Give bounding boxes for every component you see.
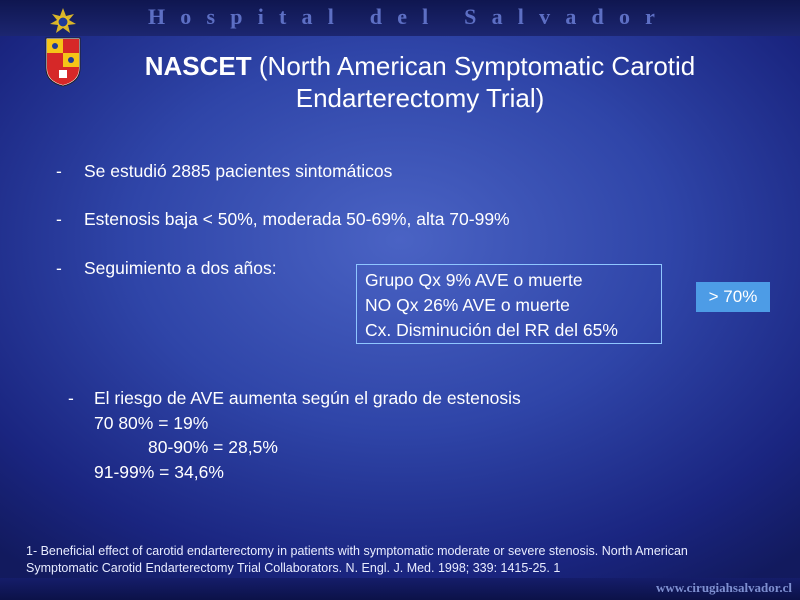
reference-citation: 1- Beneficial effect of carotid endarter… <box>26 544 688 575</box>
bullet-text: Seguimiento a dos años: <box>84 258 277 278</box>
results-line: NO Qx 26% AVE o muerte <box>365 295 570 315</box>
results-line: Cx. Disminución del RR del 65% <box>365 320 618 340</box>
risk-dash: - <box>68 388 74 408</box>
title-acronym: NASCET <box>144 51 252 81</box>
bullet-patients: - Se estudió 2885 pacientes sintomáticos <box>56 161 392 182</box>
bullet-stenosis: - Estenosis baja < 50%, moderada 50-69%, … <box>56 209 510 230</box>
risk-line: 91-99% = 34,6% <box>94 461 224 482</box>
risk-heading: - El riesgo de AVE aumenta según el grado… <box>68 386 521 411</box>
risk-line: 70 80% = 19% <box>94 412 209 433</box>
bullet-dash: - <box>56 258 62 278</box>
risk-heading-text: El riesgo de AVE aumenta según el grado … <box>94 388 521 408</box>
bullet-text: Se estudió 2885 pacientes sintomáticos <box>84 161 393 181</box>
stenosis-threshold-tag: > 70% <box>696 282 770 312</box>
footer-bar <box>0 578 800 600</box>
website-url: www.cirugiahsalvador.cl <box>655 580 792 595</box>
risk-section: - El riesgo de AVE aumenta según el grado… <box>68 386 521 484</box>
bullet-dash: - <box>56 209 62 229</box>
university-coat-of-arms-icon <box>45 8 81 87</box>
bullet-dash: - <box>56 161 62 181</box>
hospital-name: Hospital del Salvador <box>148 4 671 29</box>
results-box: Grupo Qx 9% AVE o muerte NO Qx 26% AVE o… <box>356 264 662 344</box>
slide-title: NASCET (North American Symptomatic Carot… <box>120 50 720 114</box>
title-expansion: (North American Symptomatic Carotid Enda… <box>251 51 696 113</box>
risk-line: 80-90% = 28,5% <box>148 437 278 457</box>
bullet-followup: - Seguimiento a dos años: <box>56 258 277 279</box>
results-line: Grupo Qx 9% AVE o muerte <box>365 270 583 290</box>
bullet-text: Estenosis baja < 50%, moderada 50-69%, a… <box>84 209 510 229</box>
header-bar <box>0 0 800 36</box>
